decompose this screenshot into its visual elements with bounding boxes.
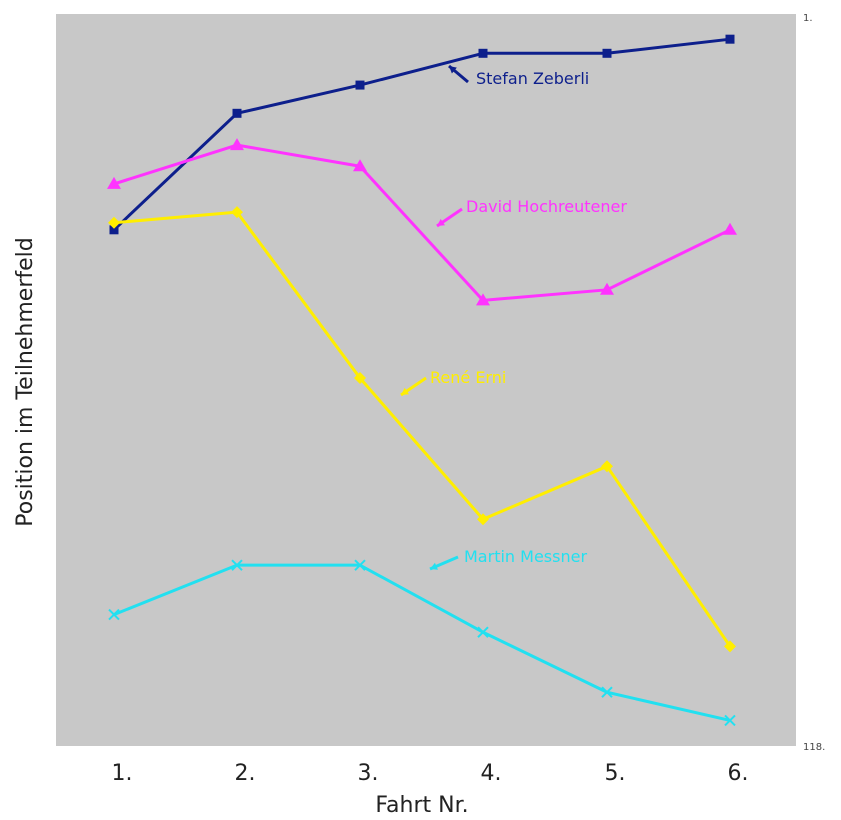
series-line — [113, 143, 731, 302]
series-ren-erni — [108, 206, 736, 653]
data-point — [354, 559, 366, 571]
data-point — [602, 48, 612, 58]
data-point — [108, 216, 120, 229]
data-point — [478, 48, 488, 58]
y-axis-title: Position im Teilnehmerfeld — [13, 237, 38, 526]
x-tick-label: 5. — [605, 761, 626, 786]
x-tick-label: 4. — [481, 761, 502, 786]
data-point — [232, 108, 242, 118]
data-point — [108, 608, 120, 621]
data-point — [725, 34, 735, 44]
data-point — [230, 138, 244, 151]
series-label: René Erni — [430, 368, 506, 387]
data-point — [723, 222, 737, 235]
data-point — [354, 372, 366, 385]
data-point — [355, 80, 365, 90]
data-point — [477, 626, 489, 638]
x-tick-label: 1. — [112, 761, 133, 786]
data-point — [109, 225, 119, 235]
series-line — [112, 37, 731, 231]
x-axis-title: Fahrt Nr. — [375, 793, 468, 818]
y-tick-top: 1. — [803, 13, 813, 24]
plot-background — [56, 14, 796, 746]
label-arrowhead — [437, 218, 445, 226]
data-point — [107, 176, 121, 189]
x-tick-label: 6. — [728, 761, 749, 786]
data-point — [724, 714, 736, 727]
data-point — [600, 282, 614, 295]
data-point — [601, 460, 613, 473]
label-layer: Stefan Zeberli David Hochreutener René Ern… — [400, 64, 627, 571]
x-tick-label: 3. — [358, 761, 379, 786]
data-point — [353, 159, 367, 172]
data-point — [477, 513, 489, 526]
label-arrowhead — [449, 66, 457, 74]
series-label: Martin Messner — [464, 547, 587, 566]
y-tick-bottom: 118. — [803, 742, 825, 753]
series-line — [113, 563, 731, 722]
data-point — [724, 640, 736, 653]
data-point — [476, 293, 490, 306]
series-label: Stefan Zeberli — [476, 69, 589, 88]
label-arrowhead — [430, 562, 438, 570]
series-label: David Hochreutener — [466, 197, 627, 216]
series-line — [113, 210, 732, 648]
series-martin-messner — [108, 559, 736, 727]
data-point — [231, 559, 243, 571]
data-point — [231, 206, 243, 219]
series-david-hochreutener — [107, 138, 737, 306]
series-stefan-zeberli — [109, 34, 735, 235]
x-tick-label: 2. — [235, 761, 256, 786]
data-point — [601, 686, 613, 698]
series-layer — [107, 34, 737, 727]
label-arrowhead — [401, 387, 409, 395]
x-tick-labels: 1. 2. 3. 4. 5. 6. — [112, 761, 749, 786]
